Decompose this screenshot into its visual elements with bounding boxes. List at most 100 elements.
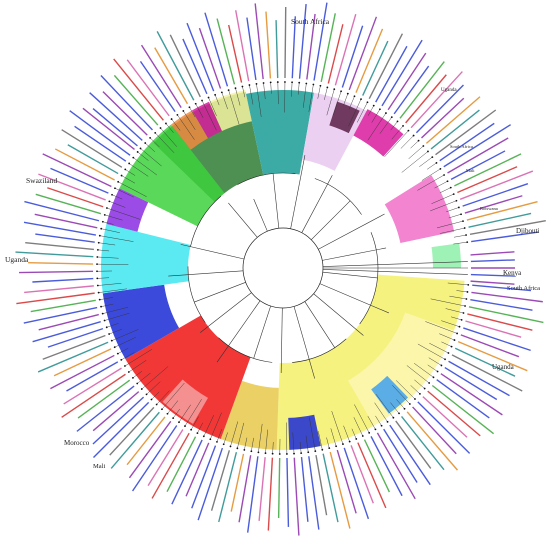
- tip-branch: [343, 425, 350, 442]
- tip-node: [96, 284, 99, 287]
- tip-label-mark: [387, 52, 427, 111]
- tip-branch: [189, 107, 196, 118]
- sector-teal: [245, 90, 314, 176]
- tip-branch: [353, 417, 363, 437]
- tip-node: [314, 450, 317, 453]
- tip-node: [284, 81, 286, 83]
- tip-node: [96, 256, 99, 258]
- tip-node: [98, 234, 101, 237]
- tip-node: [428, 382, 431, 384]
- tip-node: [435, 162, 438, 164]
- tip-label-mark: [50, 354, 115, 390]
- tip-node: [319, 84, 322, 87]
- sector-gold: [220, 380, 279, 450]
- tip-branch: [171, 118, 181, 131]
- tip-node: [172, 417, 175, 419]
- tip-label-mark: [468, 306, 544, 324]
- tip-label-mark: [23, 306, 98, 324]
- tip-node: [132, 156, 135, 159]
- tip-branch: [406, 365, 430, 384]
- tip-node: [440, 364, 443, 367]
- tip-label-mark: [230, 453, 245, 512]
- tip-label-mark: [185, 442, 210, 497]
- tip-node: [117, 180, 120, 183]
- tip-node: [374, 428, 377, 431]
- tip-branch: [109, 328, 123, 335]
- tip-label-mark: [399, 61, 445, 119]
- tip-label-mark: [258, 457, 266, 521]
- tip-node: [176, 113, 179, 116]
- tip-node: [188, 106, 191, 109]
- tip-node: [278, 453, 281, 455]
- tip-branch: [419, 156, 433, 167]
- tip-node: [335, 445, 338, 448]
- tip-label-mark: [447, 137, 509, 174]
- tip-branch: [128, 360, 147, 373]
- tip-label-mark: [76, 385, 135, 432]
- tip-branch: [308, 84, 314, 112]
- tip-label-mark: [421, 97, 465, 139]
- tip-node: [346, 92, 349, 95]
- tip-node: [436, 370, 439, 373]
- internal-branch: [301, 175, 333, 233]
- tip-node: [255, 83, 258, 85]
- tip-label-mark: [465, 320, 522, 338]
- tip-label-mark: [216, 18, 236, 85]
- tip-branch: [391, 125, 404, 140]
- tip-node: [110, 339, 113, 342]
- sector-light-blue: [371, 375, 409, 414]
- tip-label-mark: [322, 453, 339, 523]
- tip-node: [386, 420, 389, 423]
- tip-branch: [190, 416, 199, 430]
- sector-pale-yellow: [208, 89, 252, 131]
- tip-branch: [244, 437, 248, 450]
- tip-branch: [102, 221, 114, 225]
- tip-label-mark: [306, 13, 316, 80]
- tip-branch: [430, 200, 457, 212]
- tip-branch: [425, 321, 458, 334]
- tip-label-mark: [140, 44, 182, 108]
- tip-label-mark: [37, 341, 109, 373]
- tip-label-mark: [42, 334, 106, 360]
- tip-node: [450, 345, 453, 348]
- tip-branch: [441, 320, 460, 327]
- region-label-kenya: Kenya: [503, 269, 522, 277]
- tip-branch: [417, 174, 445, 191]
- tip-label-mark: [469, 220, 546, 236]
- tip-branch: [97, 249, 110, 252]
- tip-label-mark: [169, 34, 201, 98]
- tip-label-mark: [471, 231, 539, 243]
- tip-label-mark: [61, 129, 123, 168]
- tip-branch: [151, 391, 160, 400]
- tip-node: [124, 365, 126, 367]
- tip-node: [462, 312, 465, 314]
- tip-node: [298, 81, 301, 84]
- tip-node: [269, 81, 272, 84]
- tip-branch: [201, 100, 217, 131]
- tip-branch: [354, 404, 370, 433]
- tip-branch: [303, 83, 307, 108]
- tip-label-mark: [457, 166, 518, 194]
- sector-red: [125, 315, 251, 440]
- tip-branch: [97, 277, 110, 279]
- region-label-botswana: Botswana: [480, 206, 498, 211]
- tip-branch: [449, 295, 467, 300]
- tip-node: [96, 263, 98, 266]
- tip-node: [457, 206, 460, 209]
- tip-node: [446, 180, 449, 183]
- tip-node: [458, 325, 461, 328]
- tip-branch: [230, 421, 239, 447]
- tip-branch: [137, 372, 151, 384]
- tip-label-mark: [16, 292, 95, 305]
- region-label-swaziland: Swaziland: [26, 176, 57, 185]
- tip-label-mark: [334, 14, 357, 86]
- tip-node: [166, 412, 169, 415]
- tip-branch: [401, 151, 429, 173]
- tip-label-mark: [93, 401, 150, 458]
- tip-branch: [270, 82, 272, 94]
- tip-branch: [165, 123, 174, 133]
- tip-node: [103, 319, 106, 322]
- tip-branch: [427, 162, 437, 170]
- tip-branch: [272, 442, 274, 454]
- tip-branch: [331, 411, 344, 445]
